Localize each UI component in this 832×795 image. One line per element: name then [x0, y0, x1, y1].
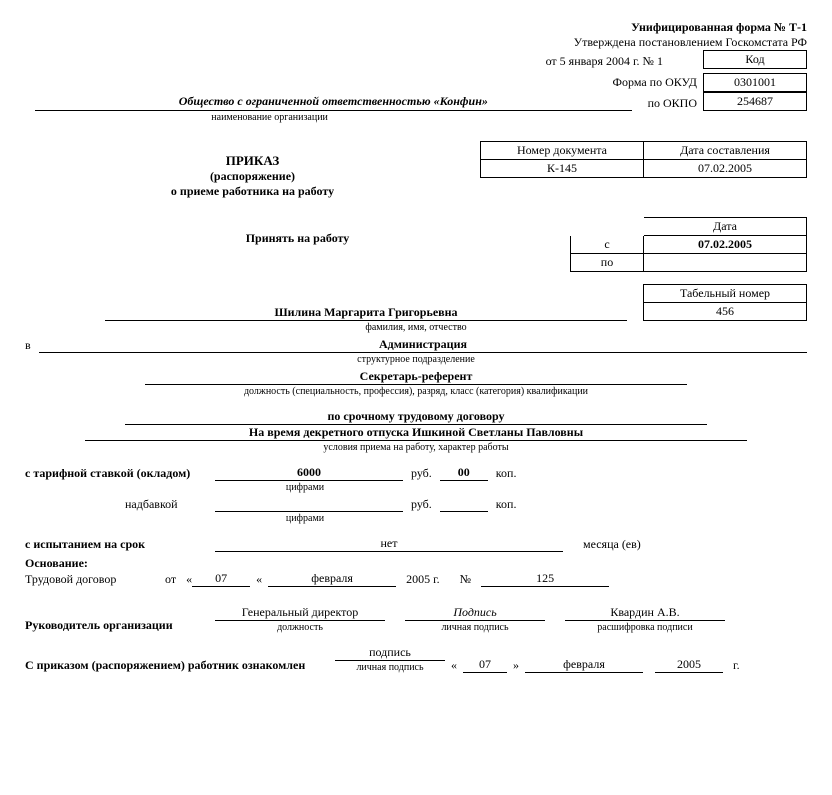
dept: Администрация [39, 337, 807, 353]
basis-num: 125 [481, 571, 609, 587]
org-row: Общество с ограниченной ответственностью… [25, 92, 807, 111]
ack-q1: « [451, 658, 457, 673]
doc-num: К-145 [481, 160, 644, 178]
salary-bonus-row: надбавкой руб. коп. [25, 497, 807, 512]
form-line: Унифицированная форма № Т-1 [25, 20, 807, 35]
probation-row: с испытанием на срок нет месяца (ев) [25, 536, 807, 552]
hire-dates-table: Дата с 07.02.2005 по [570, 217, 807, 272]
kop-value: 00 [440, 465, 488, 481]
doc-num-label: Номер документа [481, 142, 644, 160]
head-row: Руководитель организации Генеральный дир… [25, 605, 807, 633]
dept-caption: структурное подразделение [25, 354, 807, 365]
ack-sign-caption: личная подпись [335, 662, 445, 673]
hire-to-value [644, 254, 807, 272]
hire-from-label: с [571, 236, 644, 254]
bonus-kop [440, 497, 488, 512]
ack-q2: » [513, 658, 519, 673]
title-sub2: о приеме работника на работу [25, 184, 480, 199]
kop2: коп. [496, 497, 517, 512]
ack-g: г. [733, 658, 740, 673]
position-row: Секретарь-референт [25, 369, 807, 385]
hire-from-value: 07.02.2005 [644, 236, 807, 254]
basis-year: 2005 г. [406, 572, 440, 587]
hire-block: Принять на работу Дата с 07.02.2005 по [25, 217, 807, 272]
position: Секретарь-референт [145, 369, 687, 385]
salary-rate-row: с тарифной ставкой (окладом) 6000 руб. 0… [25, 465, 807, 481]
fio: Шилина Маргарита Григорьевна [105, 305, 627, 321]
head-sign-caption: личная подпись [405, 622, 545, 633]
head-label: Руководитель организации [25, 618, 215, 633]
kod-table: Код [703, 50, 807, 69]
v-label: в [25, 338, 39, 353]
rate-value: 6000 [215, 465, 403, 481]
doc-date: 07.02.2005 [644, 160, 807, 178]
basis-num-label: № [460, 572, 471, 587]
okpo-label: по ОКПО [648, 96, 697, 111]
okud-row: Форма по ОКУД 0301001 [25, 73, 807, 92]
basis-row: Трудовой договор от « 07 « февраля 2005 … [25, 571, 807, 587]
kop1: коп. [496, 466, 517, 481]
okud-value: 0301001 [704, 74, 807, 92]
ack-label: С приказом (распоряжением) работник озна… [25, 658, 335, 673]
head-position: Генеральный директор [215, 605, 385, 621]
probation-value: нет [215, 536, 563, 552]
probation-unit: месяца (ев) [583, 537, 641, 552]
bonus-value [215, 497, 403, 512]
hire-to-label: по [571, 254, 644, 272]
rub2: руб. [411, 497, 432, 512]
ack-day: 07 [463, 657, 507, 673]
form-header: Унифицированная форма № Т-1 Утверждена п… [25, 20, 807, 69]
doc-date-label: Дата составления [644, 142, 807, 160]
tab-value: 456 [644, 303, 807, 321]
contract-label: Трудовой договор [25, 572, 165, 587]
okpo-value: 254687 [704, 93, 807, 111]
kod-label: Код [704, 51, 807, 69]
basis-q2: « [256, 572, 262, 587]
digits-caption1: цифрами [215, 482, 395, 493]
ack-year: 2005 [655, 657, 723, 673]
org-name: Общество с ограниченной ответственностью… [35, 94, 632, 111]
basis-day: 07 [192, 571, 250, 587]
rate-label: с тарифной ставкой (окладом) [25, 466, 215, 481]
head-position-caption: должность [215, 622, 385, 633]
terms-line1: по срочному трудовому договору [125, 409, 707, 425]
position-caption: должность (специальность, профессия), ра… [25, 386, 807, 397]
okud-label: Форма по ОКУД [613, 75, 697, 90]
dept-row: в Администрация [25, 337, 807, 353]
date-line: от 5 января 2004 г. № 1 [546, 54, 663, 69]
probation-label: с испытанием на срок [25, 537, 215, 552]
digits-caption2: цифрами [215, 513, 395, 524]
fio-caption: фамилия, имя, отчество [25, 322, 807, 333]
hire-date-label: Дата [644, 218, 807, 236]
head-name-caption: расшифровка подписи [565, 622, 725, 633]
ack-month: февраля [525, 657, 643, 673]
approved-line: Утверждена постановлением Госкомстата РФ [25, 35, 807, 50]
rub1: руб. [411, 466, 432, 481]
terms-caption: условия приема на работу, характер работ… [25, 442, 807, 453]
terms-row2: На время декретного отпуска Ишкиной Свет… [25, 425, 807, 441]
doc-meta-table: Номер документа Дата составления К-145 0… [480, 141, 807, 178]
ack-sign: подпись [335, 645, 445, 661]
head-name: Квардин А.В. [565, 605, 725, 621]
title-sub1: (распоряжение) [25, 169, 480, 184]
basis-month: февраля [268, 571, 396, 587]
basis-ot: от [165, 572, 176, 587]
basis-label: Основание: [25, 556, 807, 571]
org-caption: наименование организации [35, 112, 504, 123]
terms-row1: по срочному трудовому договору [25, 409, 807, 425]
bonus-label: надбавкой [125, 497, 215, 512]
ack-row: С приказом (распоряжением) работник озна… [25, 645, 807, 673]
tab-label: Табельный номер [644, 285, 807, 303]
head-sign: Подпись [405, 605, 545, 621]
hire-label: Принять на работу [25, 217, 570, 246]
title-block: ПРИКАЗ (распоряжение) о приеме работника… [25, 141, 807, 199]
title-main: ПРИКАЗ [25, 153, 480, 169]
terms-line2: На время декретного отпуска Ишкиной Свет… [85, 425, 747, 441]
